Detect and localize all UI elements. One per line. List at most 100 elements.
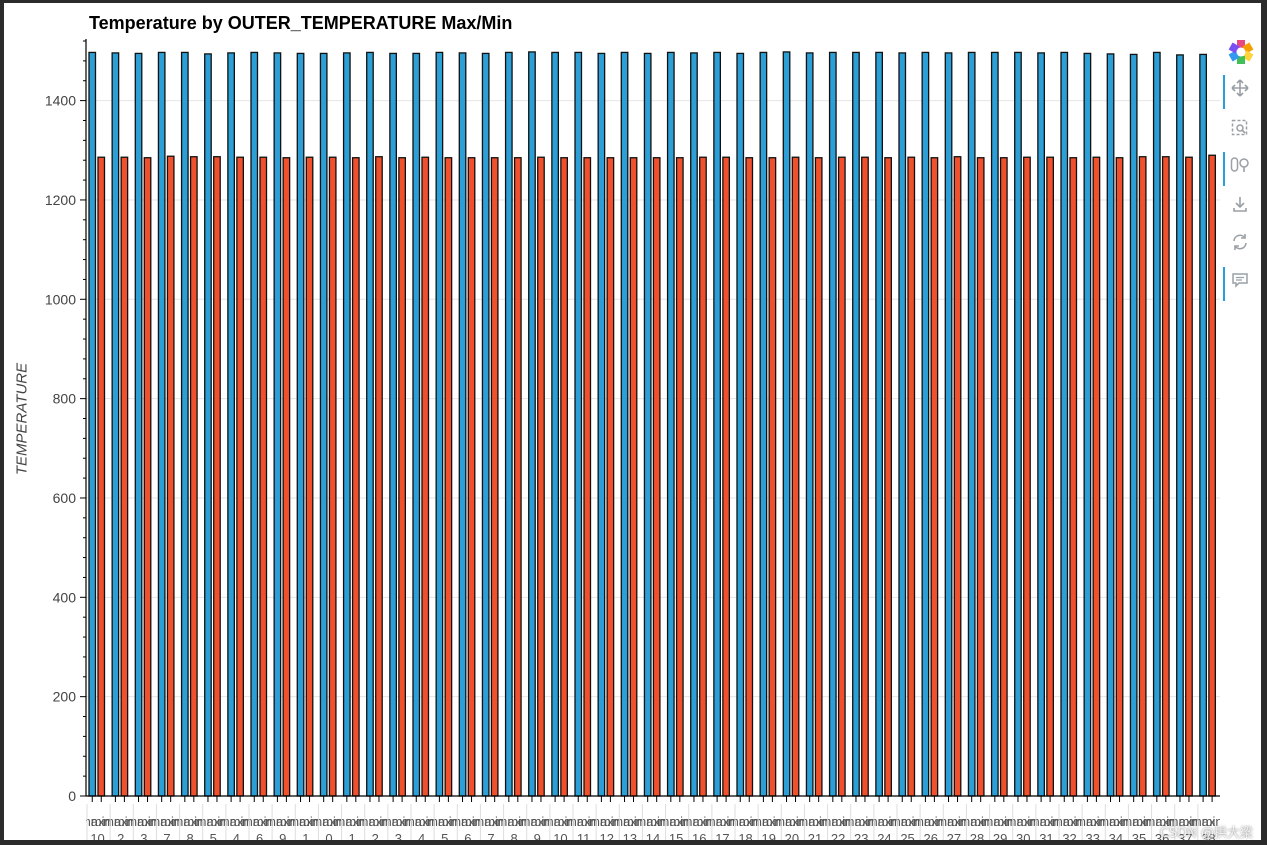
bar-max <box>296 52 305 797</box>
x-group-label: 24 <box>877 831 891 840</box>
x-sub-tick-label: min <box>600 814 621 829</box>
x-sub-tick-label: max <box>913 814 938 829</box>
x-sub-tick-label: min <box>924 814 945 829</box>
x-sub-tick-label: max <box>1145 814 1170 829</box>
x-group-label: 18 <box>738 831 752 840</box>
bar-max <box>528 51 536 797</box>
x-sub-tick-label: min <box>299 814 320 829</box>
x-sub-tick-label: max <box>659 814 684 829</box>
bar-min <box>722 156 731 797</box>
bar-min <box>953 156 962 797</box>
bar-max <box>828 51 837 797</box>
bar-max <box>134 52 143 797</box>
plot-area[interactable]: 0200400600800100012001400maxmin10maxmin2… <box>4 3 1261 840</box>
bar-min <box>768 157 777 797</box>
wheel-zoom-icon[interactable] <box>1220 148 1260 186</box>
bar-min <box>328 156 337 797</box>
bar-max <box>805 52 814 797</box>
x-sub-tick-label: min <box>646 814 667 829</box>
x-sub-tick-label: min <box>137 814 158 829</box>
x-group-label: 3 <box>140 831 147 840</box>
x-group-label: 6 <box>256 831 263 840</box>
save-icon[interactable] <box>1220 187 1260 221</box>
x-group-label: 4 <box>233 831 240 840</box>
x-group-label: 7 <box>487 831 494 840</box>
x-sub-tick-label: max <box>635 814 660 829</box>
bar-min <box>930 157 939 797</box>
x-sub-tick-label: max <box>682 814 707 829</box>
x-group-label: 20 <box>785 831 799 840</box>
x-sub-tick-label: min <box>392 814 413 829</box>
bar-min <box>213 156 221 797</box>
reset-icon[interactable] <box>1220 225 1260 259</box>
y-tick-label: 1400 <box>45 93 76 109</box>
x-sub-tick-label: max <box>959 814 984 829</box>
bokeh-logo-icon[interactable] <box>1228 39 1254 65</box>
chart-toolbar <box>1220 35 1260 335</box>
bar-max <box>574 51 583 797</box>
x-sub-tick-label: min <box>253 814 274 829</box>
x-group-label: 36 <box>1155 831 1169 840</box>
x-group-label: 0 <box>325 831 332 840</box>
x-sub-tick-label: min <box>970 814 991 829</box>
x-sub-tick-label: max <box>196 814 221 829</box>
x-group-label: 33 <box>1085 831 1099 840</box>
bar-min <box>1046 156 1055 797</box>
x-sub-tick-label: max <box>219 814 244 829</box>
bar-max <box>412 52 421 797</box>
bar-min <box>1161 156 1170 797</box>
bar-min <box>166 155 175 797</box>
x-group-label: 3 <box>395 831 402 840</box>
pan-icon[interactable] <box>1220 71 1260 109</box>
x-sub-tick-label: max <box>844 814 869 829</box>
bar-max <box>342 52 351 797</box>
bar-min <box>560 157 569 797</box>
x-sub-tick-label: min <box>183 814 204 829</box>
x-sub-tick-label: min <box>1086 814 1107 829</box>
x-sub-tick-label: max <box>1168 814 1193 829</box>
x-sub-tick-label: max <box>705 814 730 829</box>
x-sub-tick-label: max <box>1029 814 1054 829</box>
axes <box>80 39 1220 802</box>
x-sub-tick-label: min <box>461 814 482 829</box>
bar-max <box>180 51 189 797</box>
bar-min <box>837 156 846 797</box>
bar-max <box>1176 54 1184 797</box>
x-sub-tick-label: max <box>149 814 174 829</box>
bar-min <box>1023 156 1031 797</box>
x-sub-tick-label: max <box>126 814 151 829</box>
x-sub-tick-label: max <box>242 814 267 829</box>
x-sub-tick-label: min <box>993 814 1014 829</box>
chart-title: Temperature by OUTER_TEMPERATURE Max/Min <box>89 13 513 33</box>
x-group-label: 2 <box>117 831 124 840</box>
bar-max <box>319 52 328 797</box>
x-sub-tick-label: min <box>1155 814 1176 829</box>
x-sub-tick-label: min <box>415 814 436 829</box>
bar-min <box>305 156 314 797</box>
bar-max <box>111 52 120 797</box>
x-sub-tick-label: max <box>497 814 522 829</box>
bar-max <box>852 51 860 797</box>
box-zoom-icon[interactable] <box>1220 111 1260 145</box>
bar-max <box>204 53 212 797</box>
x-group-label: 26 <box>923 831 937 840</box>
x-tick-labels: maxmin10maxmin2maxmin3maxmin7maxmin8maxm… <box>86 804 1220 840</box>
y-tick-label: 0 <box>68 788 76 804</box>
x-sub-tick-label: min <box>901 814 922 829</box>
x-group-label: 14 <box>646 831 660 840</box>
x-group-label: 29 <box>993 831 1007 840</box>
bar-max <box>88 51 97 797</box>
y-tick-label: 200 <box>53 689 77 705</box>
bar-min <box>1115 157 1124 797</box>
hover-icon[interactable] <box>1220 263 1260 301</box>
x-group-label: 35 <box>1132 831 1146 840</box>
x-group-label: 13 <box>623 831 637 840</box>
x-sub-tick-label: max <box>265 814 290 829</box>
x-sub-tick-label: max <box>450 814 475 829</box>
x-sub-tick-label: max <box>751 814 776 829</box>
bar-min <box>606 157 615 797</box>
x-sub-tick-label: max <box>404 814 429 829</box>
x-group-label: 1 <box>349 831 356 840</box>
bar-max <box>1083 52 1092 797</box>
x-sub-tick-label: max <box>821 814 846 829</box>
